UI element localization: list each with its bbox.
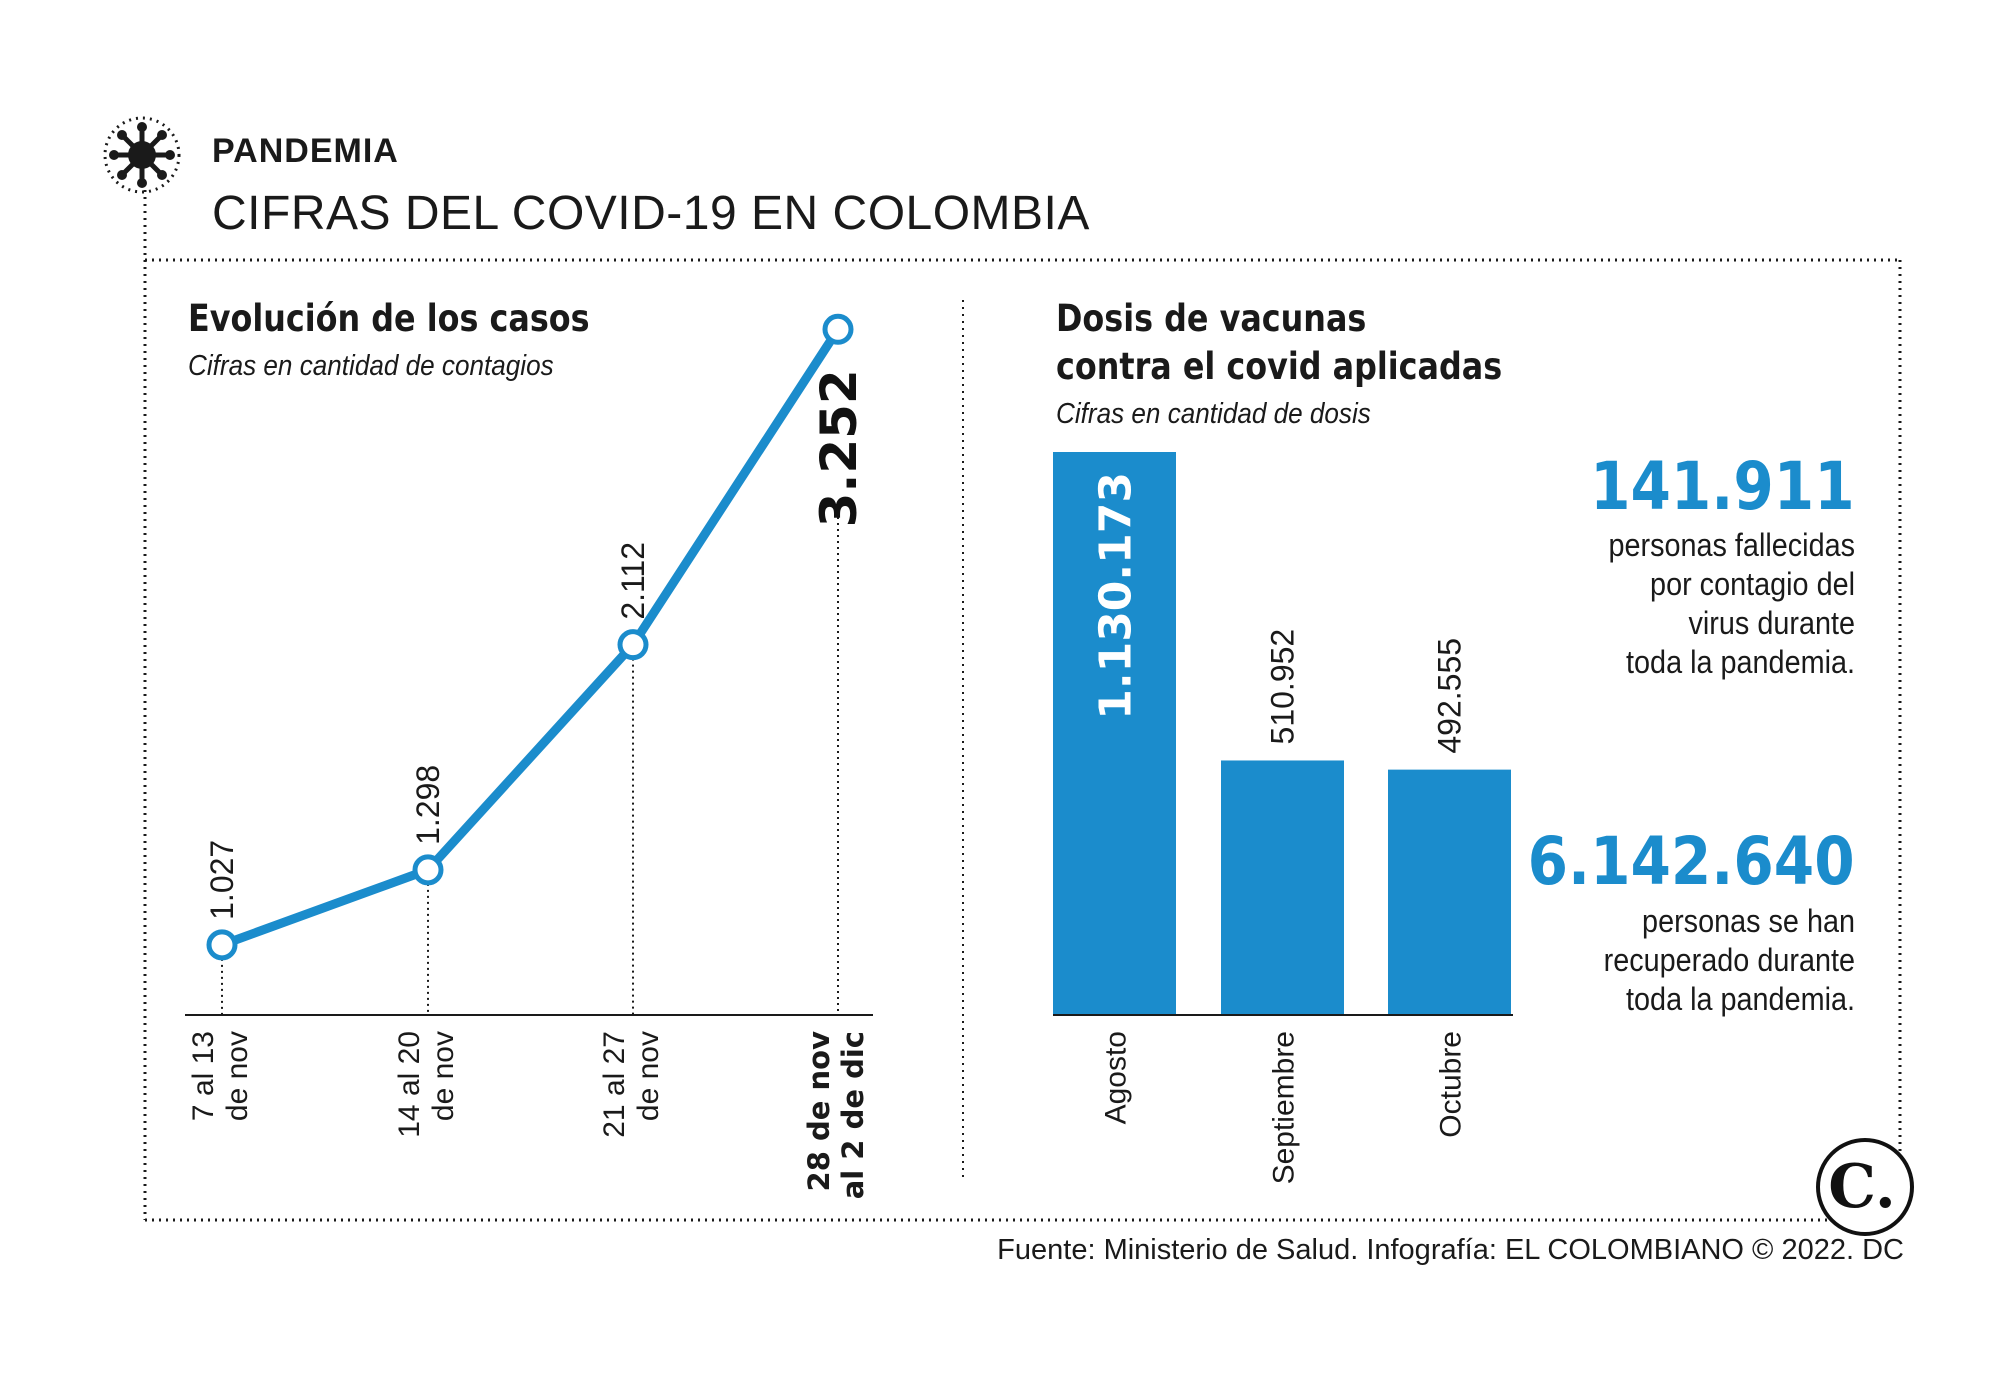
- recovered-text: personas se han recuperado durante toda …: [1558, 902, 1855, 1019]
- el-colombiano-logo: C.: [1816, 1138, 1914, 1236]
- tick-label: 21 al 27 de nov: [598, 1031, 665, 1138]
- tick-label-line: de nov: [427, 1031, 460, 1121]
- line-chart-subtitle: Cifras en cantidad de contagios: [188, 350, 554, 382]
- value-label: 1.298: [410, 765, 446, 845]
- value-label: 3.252: [810, 369, 868, 527]
- deaths-text: personas fallecidas por contagio del vir…: [1558, 526, 1855, 682]
- deaths-text-line: virus durante: [1688, 605, 1855, 641]
- recovered-value: 6.142.640: [1527, 823, 1855, 900]
- data-point: [206, 929, 238, 961]
- value-label: 1.027: [204, 840, 240, 920]
- bar-chart-title-line-2: contra el covid aplicadas: [1056, 345, 1503, 388]
- virus-icon: [103, 116, 181, 194]
- bar-chart-title: Dosis de vacunas contra el covid aplicad…: [1056, 295, 1502, 391]
- kicker: PANDEMIA: [212, 132, 399, 170]
- logo-letter: C.: [1828, 1152, 1896, 1222]
- dotted-frame: [143, 190, 1902, 1222]
- series-line: [217, 324, 843, 950]
- tick-label-line: 7 al 13: [187, 1031, 220, 1121]
- bar-value-label: 1.130.173: [1091, 472, 1142, 720]
- headline: CIFRAS DEL COVID-19 EN COLOMBIA: [212, 187, 1090, 240]
- deaths-value: 141.911: [1590, 448, 1855, 525]
- value-label: 2.112: [615, 542, 651, 620]
- bar-value-label: 510.952: [1265, 629, 1301, 745]
- recovered-text-line: personas se han: [1642, 903, 1855, 939]
- bar-category-label: Septiembre: [1268, 1031, 1301, 1184]
- bar-value-label: 492.555: [1432, 638, 1468, 754]
- line-chart-title: Evolución de los casos: [188, 297, 590, 340]
- tick-label-line: 14 al 20: [393, 1031, 426, 1138]
- data-point: [412, 854, 444, 886]
- recovered-text-line: toda la pandemia.: [1626, 981, 1855, 1017]
- bar-category-label: Agosto: [1100, 1031, 1133, 1124]
- bar-chart-title-line-1: Dosis de vacunas: [1056, 297, 1367, 340]
- tick-label: 14 al 20 de nov: [393, 1031, 460, 1138]
- tick-label-line: al 2 de dic: [836, 1031, 870, 1199]
- data-point: [617, 629, 649, 661]
- source-footer: Fuente: Ministerio de Salud. Infografía:…: [997, 1234, 1904, 1266]
- deaths-text-line: toda la pandemia.: [1626, 644, 1855, 680]
- tick-label-line: 21 al 27: [598, 1031, 631, 1138]
- deaths-text-line: por contagio del: [1650, 566, 1855, 602]
- bar: [1221, 760, 1344, 1015]
- bar-chart: 1.130.173 510.952 492.555 Agosto Septiembre…: [1053, 452, 1513, 1184]
- data-point: [822, 313, 854, 345]
- bar: [1053, 452, 1176, 1015]
- tick-label-line: de nov: [632, 1031, 665, 1121]
- tick-label-line: 28 de nov: [802, 1031, 836, 1192]
- tick-label: 7 al 13 de nov: [187, 1031, 254, 1121]
- tick-label-line: de nov: [221, 1031, 254, 1121]
- bar: [1388, 769, 1511, 1015]
- tick-label: 28 de nov al 2 de dic: [802, 1031, 870, 1199]
- bar-chart-subtitle: Cifras en cantidad de dosis: [1056, 398, 1371, 430]
- bar-category-label: Octubre: [1435, 1031, 1468, 1138]
- deaths-text-line: personas fallecidas: [1608, 527, 1855, 563]
- recovered-text-line: recuperado durante: [1603, 942, 1855, 978]
